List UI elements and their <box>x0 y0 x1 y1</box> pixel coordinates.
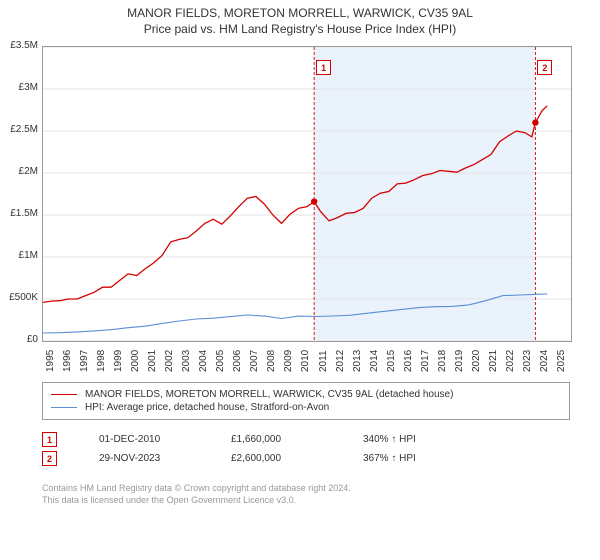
legend: MANOR FIELDS, MORETON MORRELL, WARWICK, … <box>42 382 570 420</box>
sale-marker-flag: 2 <box>537 60 552 75</box>
y-tick-label: £3M <box>0 82 38 93</box>
legend-swatch <box>51 407 77 408</box>
x-tick-label: 2015 <box>386 350 397 372</box>
sale-marker-flag: 1 <box>42 432 57 447</box>
copyright-line: Contains HM Land Registry data © Crown c… <box>42 482 570 494</box>
legend-swatch <box>51 394 77 395</box>
x-tick-label: 2009 <box>283 350 294 372</box>
sale-date: 29-NOV-2023 <box>99 453 189 464</box>
y-tick-label: £0 <box>0 334 38 345</box>
copyright: Contains HM Land Registry data © Crown c… <box>42 482 570 506</box>
x-tick-label: 2024 <box>539 350 550 372</box>
y-tick-label: £2.5M <box>0 124 38 135</box>
x-tick-label: 2023 <box>522 350 533 372</box>
sale-row: 1 01-DEC-2010 £1,660,000 340% ↑ HPI <box>42 432 570 447</box>
x-tick-label: 1999 <box>113 350 124 372</box>
y-tick-label: £500K <box>0 292 38 303</box>
y-tick-label: £3.5M <box>0 40 38 51</box>
x-tick-label: 2022 <box>505 350 516 372</box>
x-tick-label: 2007 <box>249 350 260 372</box>
y-tick-label: £2M <box>0 166 38 177</box>
chart-plot-area <box>42 46 572 342</box>
x-tick-label: 1995 <box>45 350 56 372</box>
x-tick-label: 2011 <box>318 350 329 372</box>
chart-svg <box>43 47 571 341</box>
x-tick-label: 2020 <box>471 350 482 372</box>
y-tick-label: £1.5M <box>0 208 38 219</box>
x-tick-label: 2001 <box>147 350 158 372</box>
chart-subtitle: Price paid vs. HM Land Registry's House … <box>10 22 590 36</box>
sale-delta: 340% ↑ HPI <box>363 434 416 445</box>
legend-label: MANOR FIELDS, MORETON MORRELL, WARWICK, … <box>85 389 453 400</box>
x-tick-label: 2008 <box>266 350 277 372</box>
x-tick-label: 2019 <box>454 350 465 372</box>
chart-title: MANOR FIELDS, MORETON MORRELL, WARWICK, … <box>10 6 590 20</box>
sale-marker-flag: 2 <box>42 451 57 466</box>
sale-marker-flag: 1 <box>316 60 331 75</box>
x-tick-label: 2018 <box>437 350 448 372</box>
x-tick-label: 2013 <box>352 350 363 372</box>
x-tick-label: 2021 <box>488 350 499 372</box>
x-tick-label: 2010 <box>300 350 311 372</box>
x-tick-label: 2005 <box>215 350 226 372</box>
x-tick-label: 2006 <box>232 350 243 372</box>
x-tick-label: 2000 <box>130 350 141 372</box>
sale-row: 2 29-NOV-2023 £2,600,000 367% ↑ HPI <box>42 451 570 466</box>
sale-date: 01-DEC-2010 <box>99 434 189 445</box>
x-tick-label: 2016 <box>403 350 414 372</box>
sale-price: £2,600,000 <box>231 453 321 464</box>
x-tick-label: 1996 <box>62 350 73 372</box>
y-tick-label: £1M <box>0 250 38 261</box>
x-tick-label: 2017 <box>420 350 431 372</box>
sale-price: £1,660,000 <box>231 434 321 445</box>
x-tick-label: 2002 <box>164 350 175 372</box>
legend-item: MANOR FIELDS, MORETON MORRELL, WARWICK, … <box>51 388 561 401</box>
x-tick-label: 1998 <box>96 350 107 372</box>
legend-item: HPI: Average price, detached house, Stra… <box>51 401 561 414</box>
sales-table: 1 01-DEC-2010 £1,660,000 340% ↑ HPI 2 29-NOV-… <box>42 428 570 470</box>
x-tick-label: 2025 <box>556 350 567 372</box>
legend-label: HPI: Average price, detached house, Stra… <box>85 402 329 413</box>
x-tick-label: 1997 <box>79 350 90 372</box>
x-tick-label: 2003 <box>181 350 192 372</box>
x-tick-label: 2014 <box>369 350 380 372</box>
copyright-line: This data is licensed under the Open Gov… <box>42 494 570 506</box>
x-tick-label: 2004 <box>198 350 209 372</box>
sale-delta: 367% ↑ HPI <box>363 453 416 464</box>
x-tick-label: 2012 <box>335 350 346 372</box>
